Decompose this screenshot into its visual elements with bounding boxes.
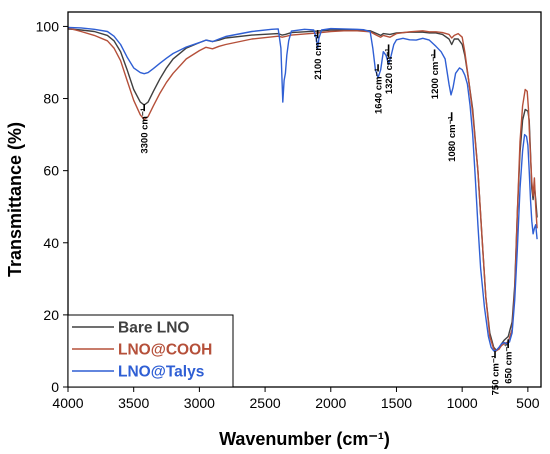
y-axis-title: Transmittance (%) [5,122,25,277]
legend-items: Bare LNO LNO@COOH LNO@Talys [72,320,212,381]
annotation-label: 1640 cm⁻¹ [374,68,385,114]
legend: Bare LNO LNO@COOH LNO@Talys [67,314,234,388]
peak-annotations: 3300 cm⁻¹ 2100 cm⁻¹ 1640 cm⁻¹ 1320 cm⁻¹ 1200… [140,30,515,395]
annotation-label: 650 cm⁻¹ [504,343,515,383]
y-tick-label: 40 [43,235,59,251]
legend-label: LNO@Talys [118,364,204,381]
plot-frame [67,11,542,388]
x-tick-label: 3000 [184,395,215,411]
y-tick-label: 60 [43,163,59,179]
legend-label: Bare LNO [118,320,190,337]
y-axis-ticks: 0 20 40 60 80 100 [36,18,68,395]
x-tick-label: 2500 [250,395,281,411]
x-tick-label: 4000 [52,395,83,411]
annotation-label: 1200 cm⁻¹ [430,54,441,100]
legend-label: LNO@COOH [118,342,212,359]
series-line-1 [67,27,538,352]
x-tick-label: 1000 [447,395,478,411]
annotation-label: 3300 cm⁻¹ [140,108,151,154]
series-line-2 [67,26,538,352]
x-axis-ticks: 4000 3500 3000 2500 2000 1500 1000 500 [52,387,540,411]
y-tick-label: 0 [51,379,59,395]
plot-lines [67,26,538,352]
annotation-label: 1320 cm⁻¹ [384,48,395,94]
x-axis-title: Wavenumber (cm⁻¹) [219,429,390,449]
y-tick-label: 100 [36,18,60,34]
annotation-label: 750 cm⁻¹ [491,355,502,395]
x-tick-label: 1500 [381,395,412,411]
annotation-label: 2100 cm⁻¹ [313,34,324,80]
y-tick-label: 80 [43,91,59,107]
x-tick-label: 2000 [315,395,346,411]
series-line-0 [67,28,538,351]
y-tick-label: 20 [43,307,59,323]
x-tick-label: 3500 [118,395,149,411]
x-tick-label: 500 [516,395,540,411]
annotation-label: 1080 cm⁻¹ [447,116,458,162]
